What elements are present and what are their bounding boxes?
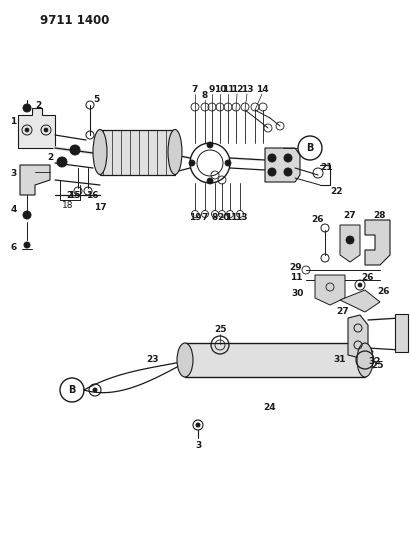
Text: 22: 22 (330, 188, 342, 197)
Text: 27: 27 (337, 308, 349, 317)
Text: 1: 1 (10, 117, 16, 126)
Text: B: B (68, 385, 76, 395)
Text: 32: 32 (369, 358, 381, 367)
Circle shape (225, 160, 231, 166)
Text: 3: 3 (10, 168, 16, 177)
Text: 4: 4 (11, 206, 17, 214)
Text: 10: 10 (214, 85, 226, 94)
Circle shape (93, 388, 97, 392)
Text: 29: 29 (290, 263, 302, 272)
Polygon shape (265, 148, 300, 182)
Text: 11: 11 (225, 214, 237, 222)
Circle shape (358, 283, 362, 287)
Polygon shape (315, 275, 345, 305)
Polygon shape (365, 220, 390, 265)
Ellipse shape (93, 130, 107, 174)
Text: 26: 26 (362, 272, 374, 281)
Text: 6: 6 (11, 244, 17, 253)
Text: 30: 30 (292, 288, 304, 297)
Circle shape (284, 168, 292, 176)
Text: 7: 7 (192, 85, 198, 94)
Polygon shape (185, 343, 365, 377)
Polygon shape (340, 225, 360, 262)
Circle shape (25, 128, 29, 132)
Circle shape (268, 168, 276, 176)
Ellipse shape (168, 130, 182, 174)
Text: 25: 25 (372, 360, 384, 369)
Text: 2: 2 (35, 101, 41, 109)
Text: 23: 23 (146, 356, 158, 365)
Text: 8: 8 (212, 214, 218, 222)
Circle shape (57, 157, 67, 167)
Text: 7: 7 (202, 214, 208, 222)
Polygon shape (340, 290, 380, 312)
Text: 25: 25 (214, 326, 226, 335)
Circle shape (207, 142, 213, 148)
Text: 16: 16 (86, 191, 98, 200)
Text: 9711 1400: 9711 1400 (40, 14, 109, 27)
Circle shape (346, 236, 354, 244)
Circle shape (44, 128, 48, 132)
Text: 26: 26 (312, 215, 324, 224)
Text: 2: 2 (66, 190, 72, 199)
Circle shape (23, 104, 31, 112)
Text: 14: 14 (256, 85, 268, 94)
Text: 5: 5 (93, 95, 99, 104)
Text: 27: 27 (344, 212, 356, 221)
Circle shape (284, 154, 292, 162)
Text: 12: 12 (231, 85, 243, 94)
Circle shape (70, 145, 80, 155)
Text: 26: 26 (377, 287, 389, 296)
Text: 11: 11 (222, 85, 234, 94)
Circle shape (23, 211, 31, 219)
Circle shape (196, 423, 200, 427)
Text: 2: 2 (47, 154, 53, 163)
Polygon shape (348, 315, 368, 358)
Text: 20: 20 (217, 214, 229, 222)
Text: 9: 9 (209, 85, 215, 94)
Circle shape (24, 242, 30, 248)
Text: 28: 28 (374, 212, 386, 221)
Text: 31: 31 (334, 356, 346, 365)
Text: 11: 11 (290, 273, 302, 282)
Text: 21: 21 (320, 163, 332, 172)
Text: 8: 8 (202, 92, 208, 101)
Text: 13: 13 (235, 214, 247, 222)
Text: B: B (306, 143, 314, 153)
Polygon shape (20, 165, 50, 195)
Text: 15: 15 (68, 191, 80, 200)
Ellipse shape (177, 343, 193, 377)
Polygon shape (100, 130, 175, 175)
Polygon shape (18, 108, 55, 148)
Polygon shape (395, 314, 408, 352)
Ellipse shape (357, 343, 373, 377)
Text: 3: 3 (195, 440, 201, 449)
Text: 19: 19 (189, 214, 201, 222)
Circle shape (189, 160, 195, 166)
Text: 17: 17 (94, 204, 106, 213)
Text: 18: 18 (62, 200, 74, 209)
Text: 13: 13 (241, 85, 253, 94)
Circle shape (207, 178, 213, 184)
Circle shape (268, 154, 276, 162)
Text: 24: 24 (264, 403, 276, 413)
